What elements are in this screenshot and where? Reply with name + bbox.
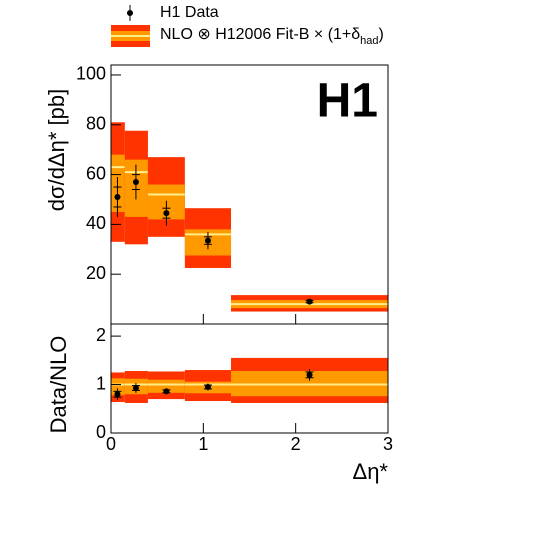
- y-axis-label: Data/NLO: [46, 336, 71, 434]
- data-point: [132, 179, 139, 186]
- y-tick-label: 2: [96, 325, 106, 345]
- data-point: [163, 388, 170, 395]
- legend-label: NLO ⊗ H12006 Fit-B × (1+δhad): [160, 26, 384, 47]
- data-point: [114, 391, 121, 398]
- y-tick-label: 1: [96, 373, 106, 393]
- legend-label-main: NLO ⊗ H12006 Fit-B × (1+δ: [160, 26, 360, 43]
- frame: [110, 323, 389, 434]
- legend-label: H1 Data: [160, 4, 219, 21]
- y-tick-label: 0: [96, 422, 106, 442]
- x-tick-label: 2: [291, 434, 301, 454]
- data-point: [204, 237, 211, 244]
- annotation: H1: [317, 75, 378, 128]
- inner-band: [147, 379, 185, 393]
- legend-marker: [127, 10, 133, 16]
- x-tick-label: 1: [198, 434, 208, 454]
- y-tick-label: 60: [86, 163, 106, 183]
- legend-label-sub: had: [360, 35, 378, 47]
- y-tick-label: 100: [76, 64, 106, 84]
- data-point: [114, 193, 121, 200]
- data-point: [204, 383, 211, 390]
- y-tick-label: 20: [86, 263, 106, 283]
- x-tick-label: 3: [383, 434, 393, 454]
- data-point: [163, 210, 170, 217]
- x-axis-label: Δη*: [353, 459, 389, 484]
- y-tick-label: 40: [86, 213, 106, 233]
- y-axis-label: dσ/dΔη* [pb]: [44, 89, 69, 211]
- data-point: [306, 298, 313, 305]
- legend-label-tail: ): [379, 26, 384, 43]
- x-tick-label: 0: [106, 434, 116, 454]
- y-tick-label: 80: [86, 114, 106, 134]
- data-point: [306, 371, 313, 378]
- data-point: [132, 384, 139, 391]
